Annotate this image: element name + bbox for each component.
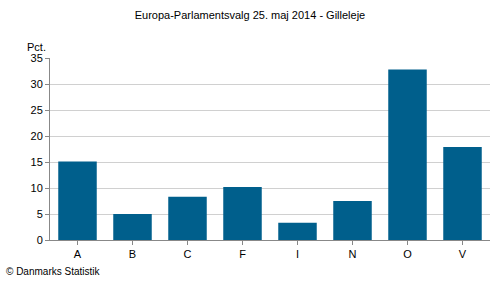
- svg-text:© Danmarks Statistik: © Danmarks Statistik: [6, 266, 101, 277]
- svg-text:F: F: [239, 248, 246, 260]
- svg-text:20: 20: [31, 130, 43, 142]
- svg-text:V: V: [459, 248, 467, 260]
- svg-text:Pct.: Pct.: [27, 41, 46, 53]
- svg-text:I: I: [296, 248, 299, 260]
- svg-text:10: 10: [31, 182, 43, 194]
- svg-text:25: 25: [31, 104, 43, 116]
- svg-text:35: 35: [31, 52, 43, 64]
- svg-text:5: 5: [37, 208, 43, 220]
- svg-text:B: B: [129, 248, 136, 260]
- svg-text:O: O: [403, 248, 412, 260]
- svg-text:A: A: [74, 248, 82, 260]
- svg-text:30: 30: [31, 78, 43, 90]
- svg-text:0: 0: [37, 234, 43, 246]
- svg-text:15: 15: [31, 156, 43, 168]
- svg-text:Europa-Parlamentsvalg 25. maj: Europa-Parlamentsvalg 25. maj 2014 - Gil…: [135, 9, 366, 21]
- svg-text:N: N: [349, 248, 357, 260]
- svg-text:C: C: [184, 248, 192, 260]
